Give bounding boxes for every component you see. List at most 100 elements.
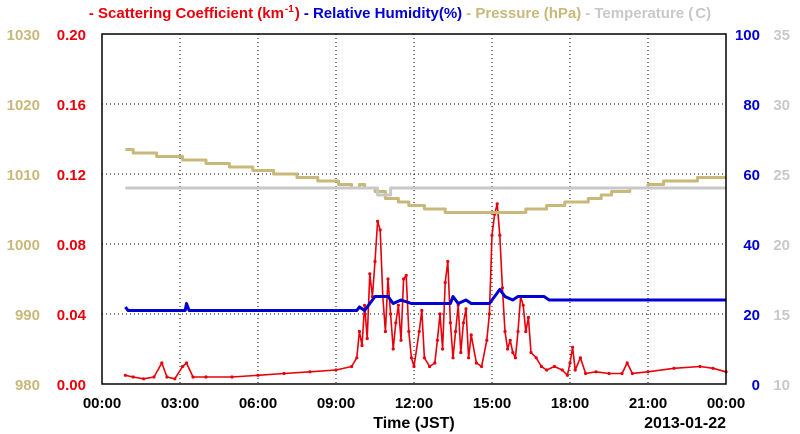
temperature-tick-label: 20 [773,237,790,254]
scattering-point [386,277,390,281]
legend-sup: -1 [284,4,294,15]
scattering-point [526,315,531,320]
scattering-point [173,377,177,381]
scattering-point [230,375,234,379]
scattering-point [646,370,650,374]
scattering-point [417,329,421,334]
series-layer [123,148,728,381]
scattering-point [594,370,598,374]
pressure-tick-label: 990 [15,307,40,324]
scattering-point [698,364,702,369]
temperature-tick-label: 35 [773,27,790,44]
humidity-tick-label: 0 [752,377,760,394]
scattering-point [630,371,635,376]
scattering-point [391,347,395,351]
scattering-point [357,329,361,334]
scattering-point [711,366,715,370]
scattering-point [204,375,208,379]
pressure-tick-label: 1020 [7,97,40,114]
scattering-point [355,356,359,360]
scattering-point [513,356,518,360]
scattering-point [402,277,406,281]
scattering-point [441,347,445,351]
scattering-point [511,350,515,355]
scattering-point [448,321,452,325]
temperature-tick-label: 10 [773,377,790,394]
x-axis-title: Time (JST) [373,415,455,432]
scattering-tick-label: 0.04 [57,307,87,324]
scattering-point [524,329,528,334]
temperature-tick-label: 15 [773,307,790,324]
x-tick-label: 03:00 [161,395,199,412]
scattering-point [506,347,510,351]
scattering-point [495,202,499,206]
scattering-point [131,375,135,379]
plot-frame [101,33,727,385]
pressure-tick-label: 1010 [7,167,40,184]
legend-entry: - Pressure (hPa) [465,5,582,22]
humidity-tick-label: 80 [743,97,760,114]
x-tick-label: 21:00 [629,395,667,412]
scattering-point [394,321,398,325]
scattering-point [142,377,146,381]
scattering-point [451,356,455,360]
scattering-point [500,286,504,290]
scattering-point [443,280,447,285]
legend-entry: - Relative Humidity(%) [303,5,463,22]
scattering-point [368,272,372,276]
scattering-point [123,373,127,377]
date-label: 2013-01-22 [644,415,726,432]
scattering-point [573,368,577,372]
pressure-tick-label: 1030 [7,27,40,44]
scattering-point [308,370,312,374]
scattering-point [568,361,572,365]
scattering-point [498,233,502,237]
scattering-point [552,364,557,369]
scattering-point [474,361,478,365]
scattering-point [508,338,512,342]
scattering-point [165,375,169,379]
legend-text: - Relative Humidity(%) [303,5,463,22]
series-line-humidity [124,288,726,312]
scattering-point [376,219,380,223]
scattering-point [584,371,588,376]
scattering-point [256,373,260,377]
temperature-tick-label: 25 [773,167,790,184]
scattering-tick-label: 0.08 [57,237,86,254]
scattering-point [412,364,416,369]
scattering-point [184,361,189,365]
x-tick-label: 18:00 [551,395,589,412]
x-tick-label: 15:00 [473,395,511,412]
x-tick-label: 00:00 [83,395,121,412]
scattering-point [396,303,400,307]
scattering-point [461,321,465,325]
scattering-point [191,375,195,379]
scattering-point [539,364,544,369]
scattering-point [422,356,426,360]
scattering-point [454,329,458,334]
scattering-tick-label: 0.12 [57,167,86,184]
scattering-point [459,350,463,355]
series-line-pressure [125,148,726,214]
scattering-point [373,259,377,264]
scattering-tick-label: 0.20 [57,27,86,44]
scattering-tick-label: 0.00 [57,377,86,394]
scattering-point [571,345,575,349]
scattering-point [620,371,624,376]
scattering-point [407,329,411,334]
scattering-point [490,233,494,237]
temperature-tick-label: 30 [773,97,790,114]
series-line-scattering [125,203,727,380]
humidity-tick-label: 60 [743,167,760,184]
scattering-point [565,373,570,377]
scattering-point [334,368,338,372]
scattering-point [485,338,489,342]
scattering-point [625,361,629,365]
x-tick-label: 09:00 [317,395,355,412]
scattering-point [409,356,413,360]
scattering-point [534,356,538,360]
scattering-point [350,364,354,369]
scattering-point [438,312,442,316]
scattering-point [282,371,286,376]
